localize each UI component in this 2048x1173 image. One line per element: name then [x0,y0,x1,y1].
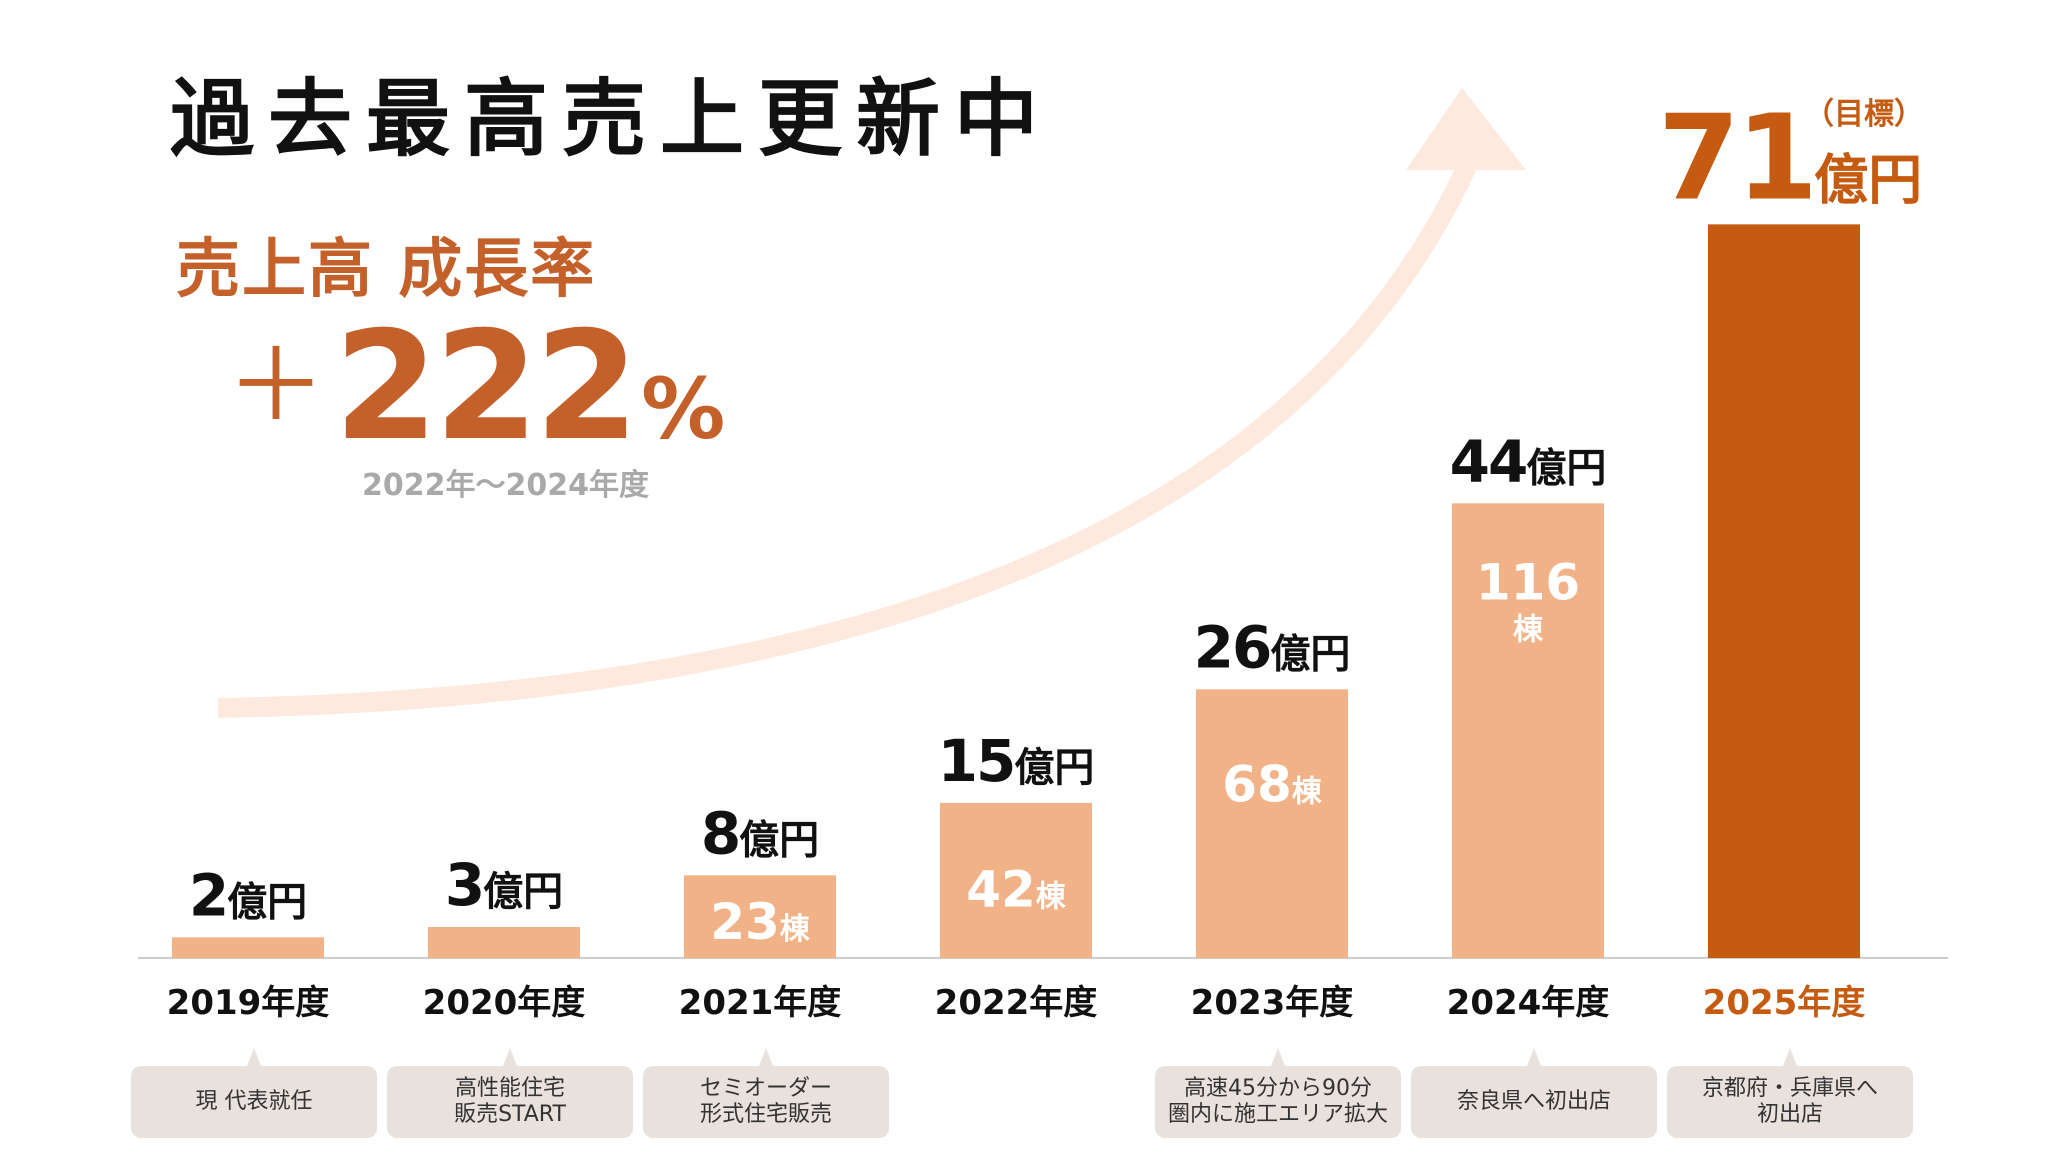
target-label: （目標） [1804,97,1924,132]
bar-2020年度 [428,927,580,958]
category-label: 2019年度 [167,983,330,1023]
bar-2023年度 [1196,689,1348,958]
bar-2024年度 [1452,503,1604,958]
milestone-note: 高速45分から90分 圏内に施工エリア拡大 [1155,1048,1401,1138]
page-title: 過去最高売上更新中 [170,70,1053,168]
milestone-note: セミオーダー 形式住宅販売 [643,1048,889,1138]
bar-2025年度 [1708,224,1860,959]
units-built-label: 116 [1476,553,1580,611]
milestone-note: 京都府・兵庫県へ 初出店 [1667,1048,1913,1138]
units-built-label: 42棟 [966,860,1067,918]
growth-number: 222 [334,300,639,474]
category-label: 2025年度 [1703,983,1866,1023]
growth-rate-value: ＋222% [226,300,725,474]
category-label: 2021年度 [679,983,842,1023]
value-label: 44億円 [1450,427,1607,495]
bar-2019年度 [172,937,324,958]
category-label: 2020年度 [423,983,586,1023]
growth-rate-label: 売上高 成長率 [176,233,597,307]
value-label: 15億円 [938,727,1095,795]
value-label: 8億円 [701,799,819,867]
units-built-label: 23棟 [710,893,811,951]
bar-2021年度 [684,875,836,958]
category-label: 2023年度 [1191,983,1354,1023]
value-label: 3億円 [445,851,563,919]
growth-percent-unit: % [641,360,726,458]
growth-arrow-shaft [217,155,1480,718]
milestone-note: 高性能住宅 販売START [387,1048,633,1138]
growth-arrow-head [1406,88,1526,170]
units-built-label: 68棟 [1222,755,1323,813]
units-built-suffix: 棟 [1513,612,1544,647]
bar-2022年度 [940,803,1092,958]
growth-plus-sign: ＋ [226,327,326,444]
milestone-note: 奈良県へ初出店 [1411,1048,1657,1138]
category-label: 2024年度 [1447,983,1610,1023]
category-label: 2022年度 [935,983,1098,1023]
value-label: 71億円 [1658,88,1922,226]
value-label: 26億円 [1194,613,1351,681]
value-label: 2億円 [189,861,307,929]
milestone-note: 現 代表就任 [131,1048,377,1138]
growth-period: 2022年〜2024年度 [362,468,649,503]
